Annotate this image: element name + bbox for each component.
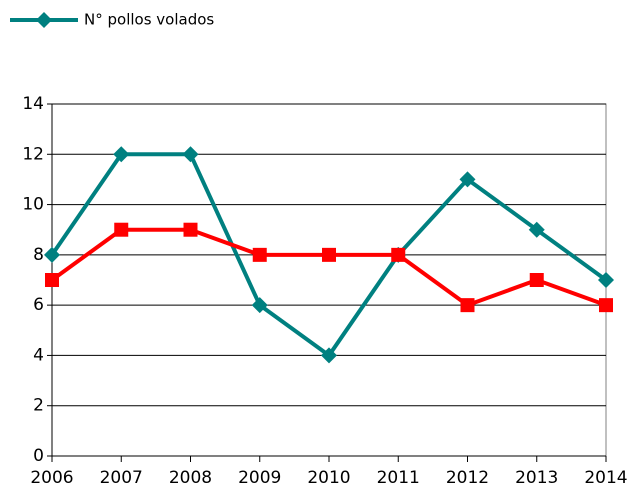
point-marker	[36, 12, 52, 28]
point-marker	[460, 298, 475, 313]
point-marker	[599, 298, 613, 313]
x-tick-label: 2007	[100, 468, 143, 488]
point-marker	[45, 273, 59, 287]
point-marker	[44, 246, 60, 263]
x-tick-label: 2010	[307, 468, 350, 488]
x-tick-label: 2011	[377, 468, 420, 488]
point-marker	[114, 222, 129, 237]
legend-label: N° pollos volados	[84, 11, 214, 29]
point-marker	[529, 273, 544, 287]
x-tick-label: 2012	[446, 468, 489, 488]
series-line	[50, 227, 607, 308]
x-tick-label: 2009	[238, 468, 281, 488]
point-marker	[182, 146, 199, 163]
point-marker	[321, 347, 337, 364]
point-marker	[251, 297, 268, 314]
y-tick-label: 2	[33, 396, 44, 416]
point-marker	[528, 221, 545, 238]
point-marker	[113, 146, 130, 163]
y-tick-label: 8	[33, 245, 44, 265]
x-tick-label: 2014	[584, 468, 627, 488]
point-marker	[459, 171, 476, 188]
y-tick-label: 0	[33, 446, 44, 466]
x-tick-label: 2013	[515, 468, 558, 488]
y-tick-label: 10	[22, 195, 44, 215]
legend: N° pollos volados	[10, 11, 214, 29]
point-marker	[183, 222, 198, 237]
point-marker	[322, 247, 336, 262]
x-tick-label: 2008	[169, 468, 212, 488]
x-tick-label: 2006	[30, 468, 73, 488]
y-tick-label: 4	[33, 345, 44, 365]
y-tick-label: 12	[22, 144, 44, 164]
point-marker	[391, 247, 406, 262]
plot-area	[51, 103, 607, 457]
y-tick-label: 14	[22, 94, 44, 114]
point-marker	[252, 247, 267, 262]
point-marker	[598, 272, 614, 288]
y-tick-label: 6	[33, 295, 44, 315]
